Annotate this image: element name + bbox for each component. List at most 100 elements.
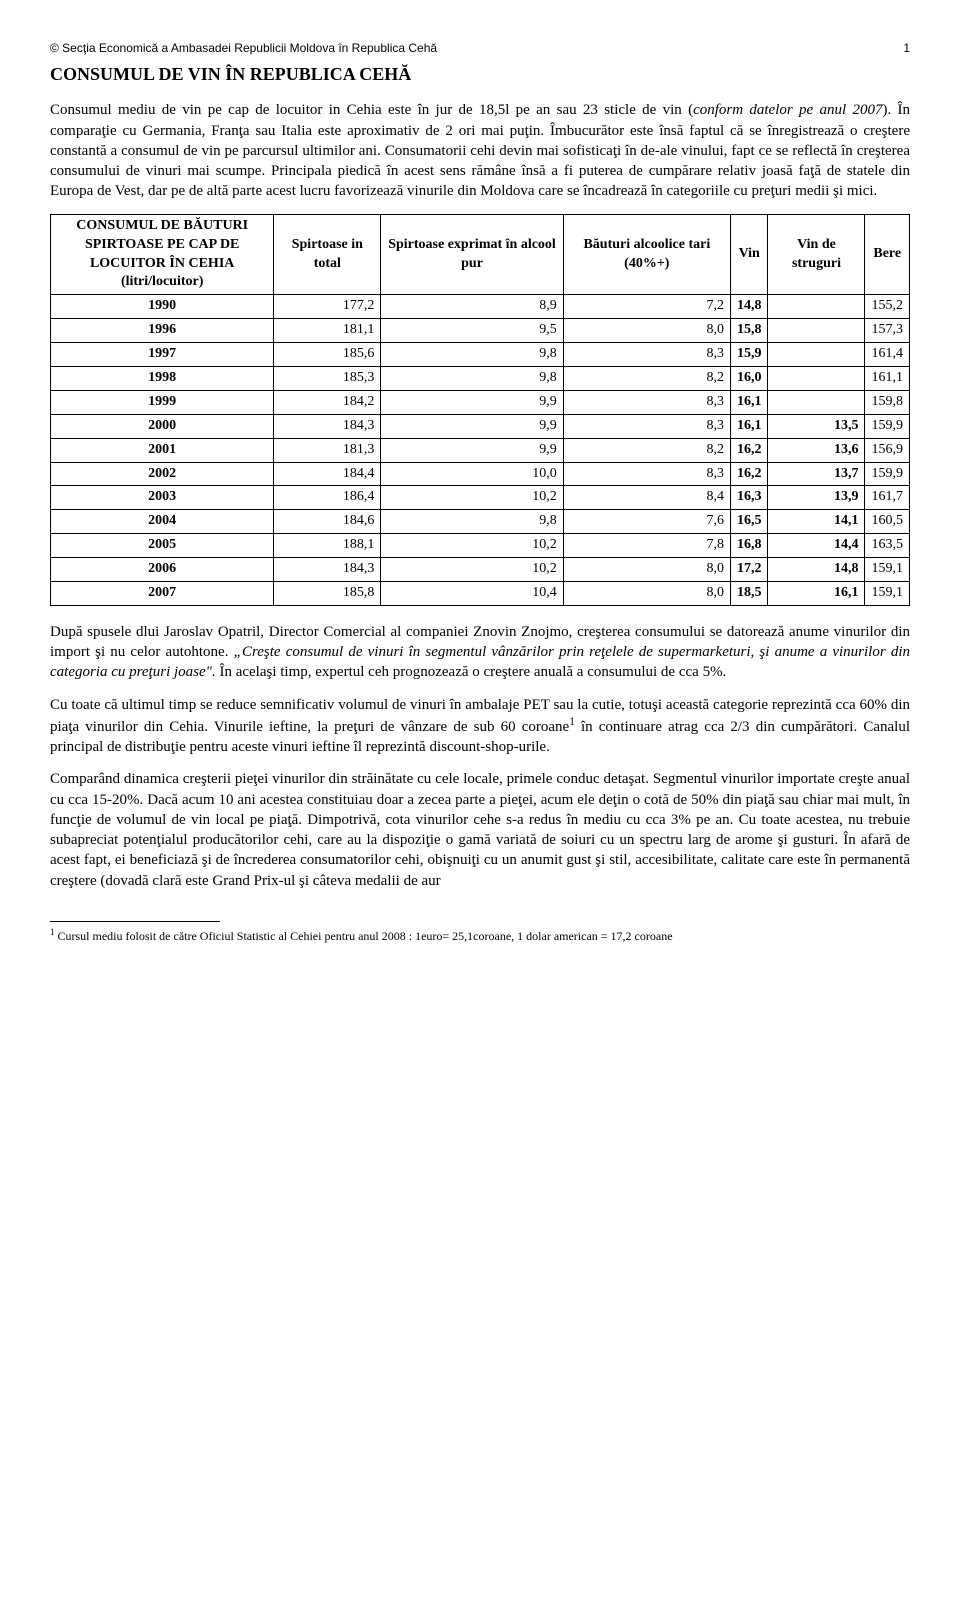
page-number: 1 bbox=[903, 40, 910, 56]
table-row: 2000184,39,98,316,113,5159,9 bbox=[51, 414, 910, 438]
cell-value: 8,3 bbox=[563, 343, 730, 367]
cell-value: 15,9 bbox=[730, 343, 768, 367]
cell-value: 8,9 bbox=[381, 295, 563, 319]
cell-value: 8,3 bbox=[563, 462, 730, 486]
cell-value: 17,2 bbox=[730, 558, 768, 582]
cell-value: 177,2 bbox=[274, 295, 381, 319]
cell-value: 9,9 bbox=[381, 414, 563, 438]
cell-value: 184,2 bbox=[274, 390, 381, 414]
cell-value bbox=[768, 319, 865, 343]
cell-value: 181,1 bbox=[274, 319, 381, 343]
cell-value: 10,4 bbox=[381, 581, 563, 605]
cell-value: 7,2 bbox=[563, 295, 730, 319]
cell-value: 186,4 bbox=[274, 486, 381, 510]
cell-value: 160,5 bbox=[865, 510, 910, 534]
cell-value: 16,8 bbox=[730, 534, 768, 558]
cell-value: 9,8 bbox=[381, 343, 563, 367]
cell-value: 14,8 bbox=[730, 295, 768, 319]
cell-value: 16,5 bbox=[730, 510, 768, 534]
cell-value: 10,2 bbox=[381, 486, 563, 510]
cell-value bbox=[768, 295, 865, 319]
table-header-row: CONSUMUL DE BĂUTURI SPIRTOASE PE CAP DE … bbox=[51, 214, 910, 295]
cell-value: 181,3 bbox=[274, 438, 381, 462]
cell-value: 14,4 bbox=[768, 534, 865, 558]
table-row: 2006184,310,28,017,214,8159,1 bbox=[51, 558, 910, 582]
cell-value bbox=[768, 343, 865, 367]
cell-value: 184,3 bbox=[274, 558, 381, 582]
cell-value: 13,9 bbox=[768, 486, 865, 510]
table-row: 1996181,19,58,015,8157,3 bbox=[51, 319, 910, 343]
cell-value: 10,2 bbox=[381, 534, 563, 558]
cell-value: 157,3 bbox=[865, 319, 910, 343]
cell-year: 2003 bbox=[51, 486, 274, 510]
cell-value: 13,6 bbox=[768, 438, 865, 462]
footnote-text: Cursul mediu folosit de către Oficiul St… bbox=[55, 929, 673, 943]
page-header: © Secţia Economică a Ambasadei Republici… bbox=[50, 40, 910, 56]
cell-value: 16,2 bbox=[730, 438, 768, 462]
cell-value bbox=[768, 366, 865, 390]
cell-value: 185,6 bbox=[274, 343, 381, 367]
cell-value: 16,0 bbox=[730, 366, 768, 390]
cell-value: 18,5 bbox=[730, 581, 768, 605]
cell-value: 159,1 bbox=[865, 581, 910, 605]
table-row: 1998185,39,88,216,0161,1 bbox=[51, 366, 910, 390]
table-row: 2001181,39,98,216,213,6156,9 bbox=[51, 438, 910, 462]
col-header: Bere bbox=[865, 214, 910, 295]
table-row: 2007185,810,48,018,516,1159,1 bbox=[51, 581, 910, 605]
cell-value: 7,8 bbox=[563, 534, 730, 558]
document-title: CONSUMUL DE VIN ÎN REPUBLICA CEHĂ bbox=[50, 62, 910, 86]
cell-year: 2007 bbox=[51, 581, 274, 605]
cell-year: 2000 bbox=[51, 414, 274, 438]
cell-value: 14,1 bbox=[768, 510, 865, 534]
cell-value: 10,0 bbox=[381, 462, 563, 486]
cell-value: 184,6 bbox=[274, 510, 381, 534]
cell-value: 8,0 bbox=[563, 319, 730, 343]
cell-value: 9,8 bbox=[381, 366, 563, 390]
cell-value: 8,2 bbox=[563, 366, 730, 390]
cell-value: 10,2 bbox=[381, 558, 563, 582]
col-header-title: CONSUMUL DE BĂUTURI SPIRTOASE PE CAP DE … bbox=[51, 214, 274, 295]
cell-value: 9,9 bbox=[381, 438, 563, 462]
cell-value: 14,8 bbox=[768, 558, 865, 582]
para1-b-italic: conform datelor pe anul 2007 bbox=[693, 102, 882, 118]
cell-year: 2001 bbox=[51, 438, 274, 462]
cell-value: 13,7 bbox=[768, 462, 865, 486]
col-header: Spirtoase exprimat în alcool pur bbox=[381, 214, 563, 295]
cell-value: 161,4 bbox=[865, 343, 910, 367]
col-header: Spirtoase in total bbox=[274, 214, 381, 295]
table-row: 2004184,69,87,616,514,1160,5 bbox=[51, 510, 910, 534]
cell-year: 2002 bbox=[51, 462, 274, 486]
para2-c: În acelaşi timp, expertul ceh prognozeaz… bbox=[216, 664, 727, 680]
para1-a: Consumul mediu de vin pe cap de locuitor… bbox=[50, 102, 693, 118]
paragraph-3: Cu toate că ultimul timp se reduce semni… bbox=[50, 695, 910, 758]
paragraph-2: După spusele dlui Jaroslav Opatril, Dire… bbox=[50, 622, 910, 683]
cell-value: 9,9 bbox=[381, 390, 563, 414]
cell-value: 9,8 bbox=[381, 510, 563, 534]
cell-value: 8,0 bbox=[563, 558, 730, 582]
cell-value: 8,3 bbox=[563, 414, 730, 438]
cell-value bbox=[768, 390, 865, 414]
cell-value: 185,3 bbox=[274, 366, 381, 390]
cell-year: 2005 bbox=[51, 534, 274, 558]
table-row: 2002184,410,08,316,213,7159,9 bbox=[51, 462, 910, 486]
cell-value: 184,3 bbox=[274, 414, 381, 438]
cell-value: 16,3 bbox=[730, 486, 768, 510]
cell-value: 8,4 bbox=[563, 486, 730, 510]
col-header: Băuturi alcoolice tari (40%+) bbox=[563, 214, 730, 295]
cell-value: 159,9 bbox=[865, 414, 910, 438]
cell-value: 8,0 bbox=[563, 581, 730, 605]
cell-value: 7,6 bbox=[563, 510, 730, 534]
table-row: 2003186,410,28,416,313,9161,7 bbox=[51, 486, 910, 510]
cell-value: 161,7 bbox=[865, 486, 910, 510]
col-header: Vin bbox=[730, 214, 768, 295]
footnote: 1 Cursul mediu folosit de către Oficiul … bbox=[50, 926, 910, 944]
cell-value: 16,1 bbox=[768, 581, 865, 605]
table-row: 1990177,28,97,214,8155,2 bbox=[51, 295, 910, 319]
table-row: 1999184,29,98,316,1159,8 bbox=[51, 390, 910, 414]
cell-year: 1997 bbox=[51, 343, 274, 367]
cell-value: 16,1 bbox=[730, 390, 768, 414]
table-row: 2005188,110,27,816,814,4163,5 bbox=[51, 534, 910, 558]
cell-year: 1999 bbox=[51, 390, 274, 414]
cell-value: 159,9 bbox=[865, 462, 910, 486]
paragraph-1: Consumul mediu de vin pe cap de locuitor… bbox=[50, 100, 910, 201]
